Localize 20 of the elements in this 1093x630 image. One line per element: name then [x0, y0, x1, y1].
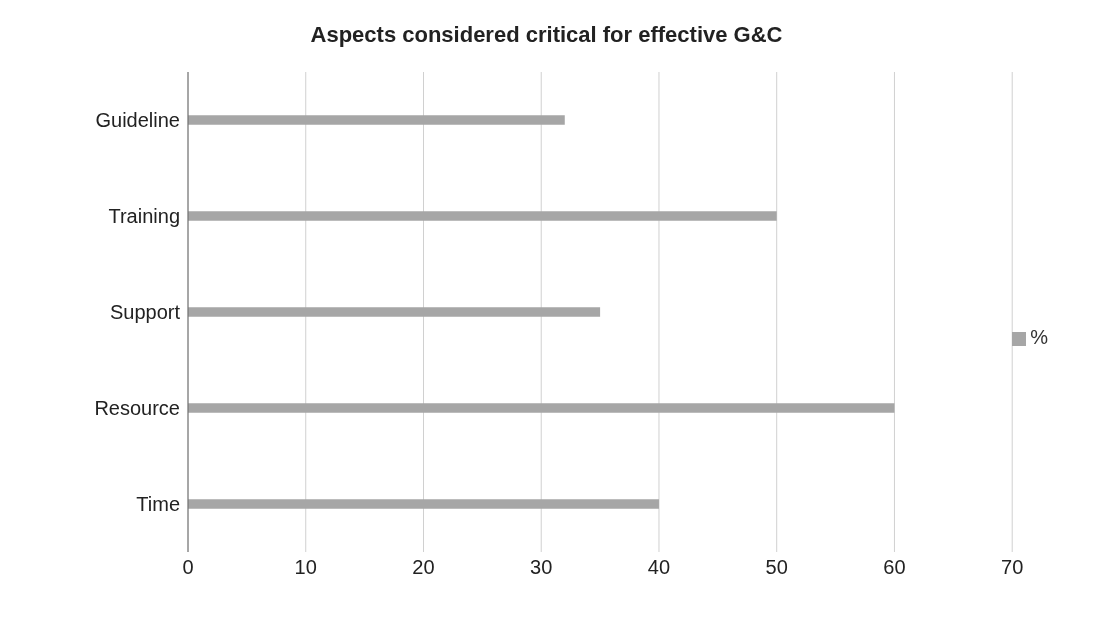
y-tick-label: Resource — [94, 397, 180, 420]
legend-label: % — [1030, 325, 1048, 348]
x-tick-label: 70 — [1001, 556, 1024, 579]
x-tick-label: 50 — [765, 556, 788, 579]
x-tick-label: 10 — [294, 556, 317, 579]
x-tick-label: 40 — [647, 556, 671, 579]
x-tick-label: 0 — [182, 556, 194, 579]
y-tick-label: Support — [109, 301, 181, 324]
bar — [188, 307, 601, 317]
x-tick-label: 20 — [412, 556, 435, 579]
bar — [188, 115, 565, 125]
bar — [188, 211, 777, 221]
y-tick-label: Training — [108, 205, 180, 228]
bar — [188, 403, 895, 413]
x-tick-label: 60 — [883, 556, 906, 579]
y-tick-label: Time — [136, 493, 180, 516]
y-tick-label: Guideline — [95, 109, 180, 132]
x-tick-label: 30 — [530, 556, 553, 579]
bar — [188, 499, 659, 509]
chart-title: Aspects considered critical for effective G&C — [309, 21, 784, 49]
